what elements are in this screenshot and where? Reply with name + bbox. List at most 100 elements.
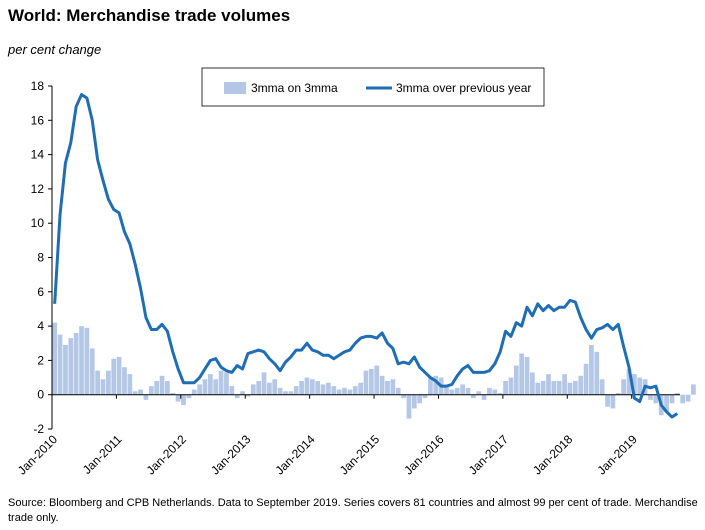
bar xyxy=(406,394,412,419)
bar xyxy=(653,394,659,404)
bar xyxy=(578,375,584,395)
x-tick-label: Jan-2013 xyxy=(208,432,254,478)
y-tick-label: 6 xyxy=(37,285,44,299)
bar xyxy=(363,370,369,395)
legend-label-bar: 3mma on 3mma xyxy=(251,81,338,95)
bar xyxy=(352,386,358,395)
bar xyxy=(508,377,514,395)
bar xyxy=(79,326,84,395)
bar xyxy=(449,389,455,395)
bar xyxy=(358,382,363,395)
x-tick-label: Jan-2016 xyxy=(401,432,447,478)
bar xyxy=(685,394,691,402)
bar xyxy=(309,379,315,395)
bar xyxy=(513,365,519,395)
bar xyxy=(138,389,143,395)
bar xyxy=(283,391,288,395)
bar xyxy=(342,387,347,395)
bar xyxy=(411,394,417,409)
bar xyxy=(100,379,106,395)
x-tick-label: Jan-2011 xyxy=(80,432,125,477)
bar xyxy=(148,386,154,395)
bar xyxy=(535,382,541,395)
bar xyxy=(63,344,68,395)
bar xyxy=(691,384,696,395)
bar xyxy=(106,370,111,395)
bar xyxy=(277,387,283,395)
bar xyxy=(224,372,229,395)
bar xyxy=(234,394,240,399)
bar xyxy=(122,367,127,395)
bar xyxy=(116,356,122,395)
y-tick-label: 10 xyxy=(31,216,45,230)
bar xyxy=(95,370,100,395)
bar xyxy=(245,394,251,397)
bar xyxy=(556,380,562,395)
bar xyxy=(320,384,326,395)
y-tick-label: 16 xyxy=(31,113,45,127)
bar xyxy=(487,387,492,395)
bar xyxy=(594,351,600,395)
legend: 3mma on 3mma 3mma over previous year xyxy=(201,67,545,107)
bar xyxy=(267,382,272,395)
x-tick-label: Jan-2010 xyxy=(15,432,61,478)
bar xyxy=(68,338,74,395)
bar xyxy=(304,377,310,395)
bar xyxy=(89,348,95,395)
bar xyxy=(202,379,208,395)
bar xyxy=(465,387,471,395)
y-tick-label: -2 xyxy=(33,422,44,436)
y-tick-label: 18 xyxy=(31,79,45,93)
y-tick-label: 0 xyxy=(37,388,44,402)
bar-series xyxy=(52,322,696,419)
bar xyxy=(293,386,299,395)
bar xyxy=(492,389,498,395)
bar xyxy=(481,394,487,400)
bar xyxy=(336,389,342,395)
bar xyxy=(583,363,589,395)
bar xyxy=(444,386,449,395)
bar xyxy=(369,368,374,395)
bar xyxy=(599,379,605,395)
bar xyxy=(326,382,331,395)
bar xyxy=(454,387,460,395)
bar xyxy=(562,374,567,395)
bar xyxy=(530,372,535,395)
bar xyxy=(551,380,557,395)
bar xyxy=(615,392,621,395)
bar xyxy=(213,379,219,395)
bar xyxy=(632,374,637,395)
bar xyxy=(401,394,406,399)
bar xyxy=(84,327,90,395)
chart-title: World: Merchandise trade volumes xyxy=(8,6,291,25)
bar xyxy=(186,394,192,399)
x-tick-label: Jan-2015 xyxy=(337,432,383,478)
bar xyxy=(207,374,213,395)
y-tick-label: 14 xyxy=(31,148,45,162)
bar xyxy=(132,391,138,395)
legend-swatch-bar xyxy=(224,82,246,94)
bar xyxy=(422,394,428,399)
source-note: Source: Bloomberg and CPB Netherlands. D… xyxy=(8,497,698,524)
bar xyxy=(379,375,385,395)
bar xyxy=(546,374,551,395)
bar xyxy=(610,394,616,409)
bar xyxy=(497,392,503,395)
x-tick-label: Jan-2017 xyxy=(466,432,512,478)
bar xyxy=(347,389,353,395)
line-series xyxy=(53,93,679,419)
bar xyxy=(240,391,245,395)
bar xyxy=(165,380,170,395)
bar xyxy=(127,374,133,395)
bar xyxy=(626,368,632,395)
y-axis-ticks: -2 0 2 4 6 8 10 12 14 16 18 xyxy=(31,79,52,436)
bar xyxy=(572,380,578,395)
bar xyxy=(374,365,380,395)
bar xyxy=(524,356,530,395)
y-tick-label: 4 xyxy=(37,319,44,333)
bar xyxy=(299,380,304,395)
x-tick-label: Jan-2014 xyxy=(272,432,318,478)
bar xyxy=(680,394,686,404)
x-tick-label: Jan-2012 xyxy=(144,432,190,478)
